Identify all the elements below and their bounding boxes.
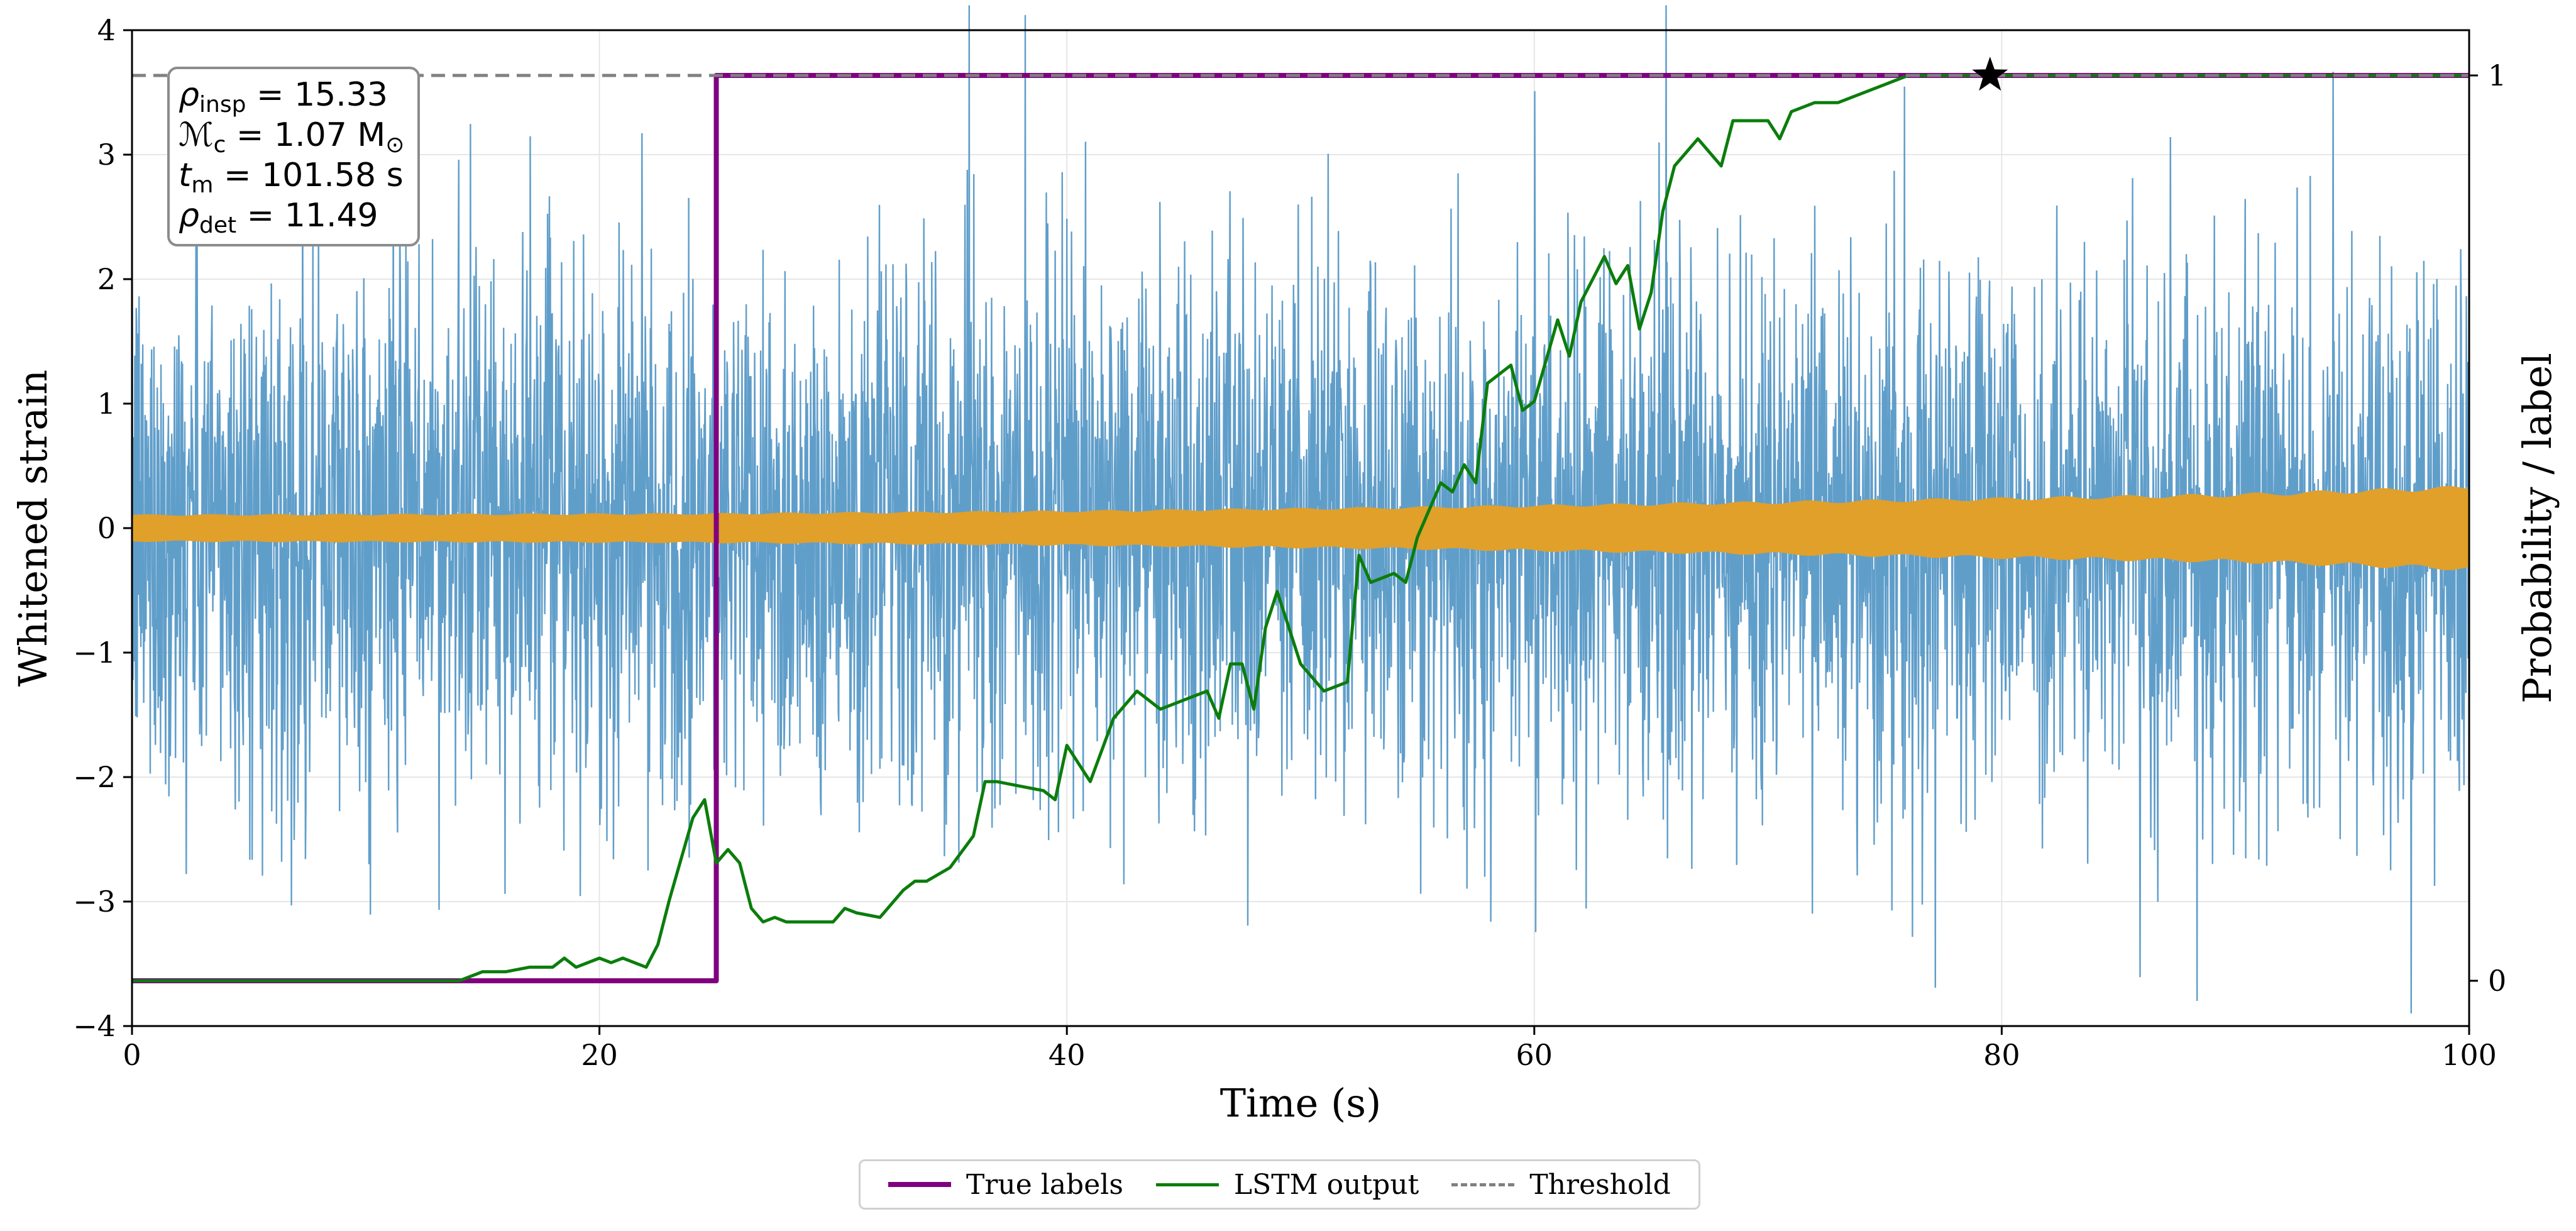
annotation-merger-time: tm = 101.58 s — [179, 157, 404, 198]
y-left-tick-label-4: 0 — [97, 511, 116, 545]
legend-swatch-threshold — [1451, 1183, 1515, 1186]
x-tick-label-0: 0 — [123, 1038, 141, 1072]
legend-swatch-true-labels — [888, 1182, 951, 1187]
series-line-lstm-output — [132, 74, 2469, 983]
y-left-tick-label-1: −3 — [73, 885, 116, 919]
annotation-chirp-mass: ℳc = 1.07 M⊙ — [179, 116, 404, 158]
legend: True labels LSTM output Threshold — [859, 1159, 1700, 1210]
annotation-box: ρinsp = 15.33 ℳc = 1.07 M⊙ tm = 101.58 s… — [167, 67, 420, 246]
annotation-rho-det: ρdet = 11.49 — [179, 197, 378, 238]
annotation-rho-insp: ρinsp = 15.33 — [179, 76, 388, 118]
y-left-tick-label-2: −2 — [73, 760, 116, 794]
y-left-tick-label-5: 1 — [97, 387, 116, 421]
y-axis-label-right: Probability / label — [2514, 353, 2560, 704]
annotation-frame — [167, 67, 420, 246]
x-tick-label-3: 60 — [1516, 1038, 1553, 1072]
x-tick-label-1: 20 — [581, 1038, 618, 1072]
detection-star-marker — [1972, 57, 2008, 91]
legend-swatch-lstm-output — [1155, 1183, 1219, 1186]
y-right-tick-label-1: 1 — [2488, 58, 2506, 92]
y-left-tick-label-6: 2 — [97, 262, 116, 296]
y-axis-label-left: Whitened strain — [10, 370, 56, 687]
legend-label-lstm-output: LSTM output — [1233, 1168, 1419, 1201]
legend-item-lstm-output: LSTM output — [1155, 1168, 1419, 1201]
legend-label-true-labels: True labels — [966, 1168, 1123, 1201]
series-layer — [132, 57, 2469, 983]
x-tick-label-5: 100 — [2441, 1038, 2497, 1072]
legend-item-threshold: Threshold — [1451, 1168, 1671, 1201]
legend-label-threshold: Threshold — [1529, 1168, 1671, 1201]
y-left-tick-label-3: −1 — [73, 636, 116, 670]
legend-item-true-labels: True labels — [888, 1169, 1123, 1201]
x-tick-label-2: 40 — [1049, 1038, 1086, 1072]
x-axis-label: Time (s) — [1220, 1080, 1382, 1126]
y-left-tick-label-8: 4 — [97, 13, 116, 47]
x-tick-label-4: 80 — [1983, 1038, 2020, 1072]
y-left-tick-label-7: 3 — [97, 138, 116, 172]
y-left-tick-label-0: −4 — [73, 1009, 116, 1043]
y-right-tick-label-0: 0 — [2488, 964, 2506, 998]
